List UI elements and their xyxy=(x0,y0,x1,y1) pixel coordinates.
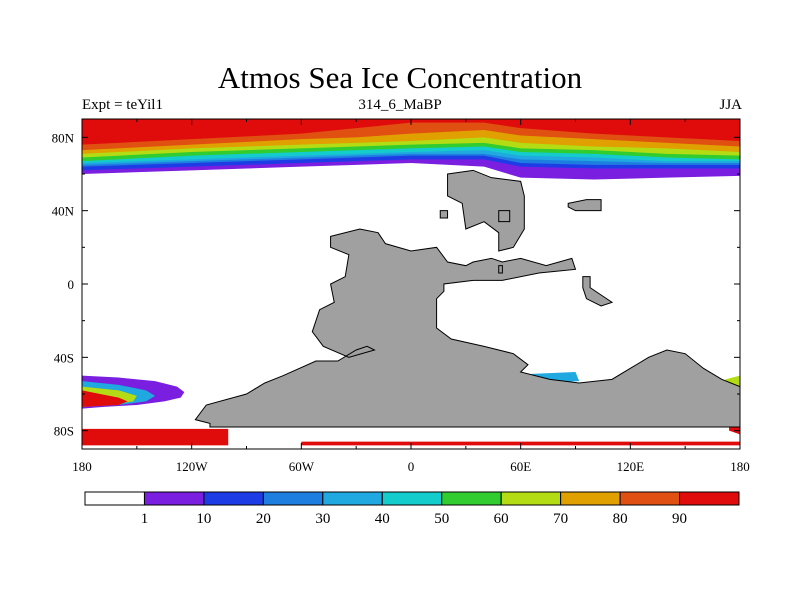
x-tick-label: 120W xyxy=(176,459,209,474)
colorbar-label: 60 xyxy=(494,511,509,527)
colorbar-swatch xyxy=(203,491,264,506)
land-layer xyxy=(194,169,740,428)
x-tick-label: 120E xyxy=(617,459,645,474)
colorbar-swatch xyxy=(441,491,502,506)
colorbar-swatch xyxy=(262,491,324,506)
axes: 180 120W 60W 0 60E 120E 180 80N 40N 0 40S 80S xyxy=(52,119,750,474)
y-tick-label: 40N xyxy=(52,204,75,219)
colorbar-swatch xyxy=(679,491,740,506)
x-tick-label: 60W xyxy=(289,459,315,474)
land-east-asia-island-2 xyxy=(582,276,614,307)
colorbar: 1 10 20 30 40 50 60 70 80 90 xyxy=(84,491,740,527)
x-tick-label: 180 xyxy=(730,459,750,474)
colorbar-label: 90 xyxy=(672,511,687,527)
colorbar-label: 80 xyxy=(613,511,628,527)
y-tick-label: 0 xyxy=(68,277,75,292)
chart-title: Atmos Sea Ice Concentration xyxy=(217,60,583,95)
arctic-ice-band-90 xyxy=(82,119,740,145)
land-laurasia-north xyxy=(447,169,525,252)
land-north-island-1 xyxy=(439,210,449,219)
colorbar-swatch xyxy=(143,491,205,506)
land-pangea-main xyxy=(194,228,740,428)
experiment-label: Expt = teYil1 xyxy=(82,97,163,113)
season-label: JJA xyxy=(719,97,742,113)
colorbar-label: 10 xyxy=(196,511,211,527)
colorbar-label: 20 xyxy=(256,511,271,527)
y-tick-label: 80N xyxy=(52,130,75,145)
colorbar-label: 40 xyxy=(375,511,390,527)
x-tick-label: 180 xyxy=(72,459,92,474)
land-north-island-2 xyxy=(498,210,511,223)
x-tick-label: 0 xyxy=(408,459,415,474)
x-tick-label: 60E xyxy=(510,459,531,474)
antarctic-ice-patch-5 xyxy=(82,428,229,446)
colorbar-label: 70 xyxy=(553,511,568,527)
colorbar-swatch xyxy=(619,491,681,506)
land-east-asia-island-1 xyxy=(567,199,602,212)
colorbar-label: 50 xyxy=(434,511,449,527)
y-tick-label: 80S xyxy=(54,424,74,439)
colorbar-label: 30 xyxy=(315,511,330,527)
colorbar-swatch xyxy=(560,491,621,506)
colorbar-label: 1 xyxy=(141,511,149,527)
land-north-island-3 xyxy=(498,265,503,274)
colorbar-swatch xyxy=(322,491,383,506)
y-tick-label: 40S xyxy=(54,350,74,365)
colorbar-swatch xyxy=(381,491,443,506)
antarctic-ice-patch-4 xyxy=(82,390,128,407)
colorbar-swatch xyxy=(500,491,562,506)
colorbar-swatch xyxy=(84,491,145,506)
period-label: 314_6_MaBP xyxy=(358,97,442,113)
ice-field-layer xyxy=(82,119,740,446)
